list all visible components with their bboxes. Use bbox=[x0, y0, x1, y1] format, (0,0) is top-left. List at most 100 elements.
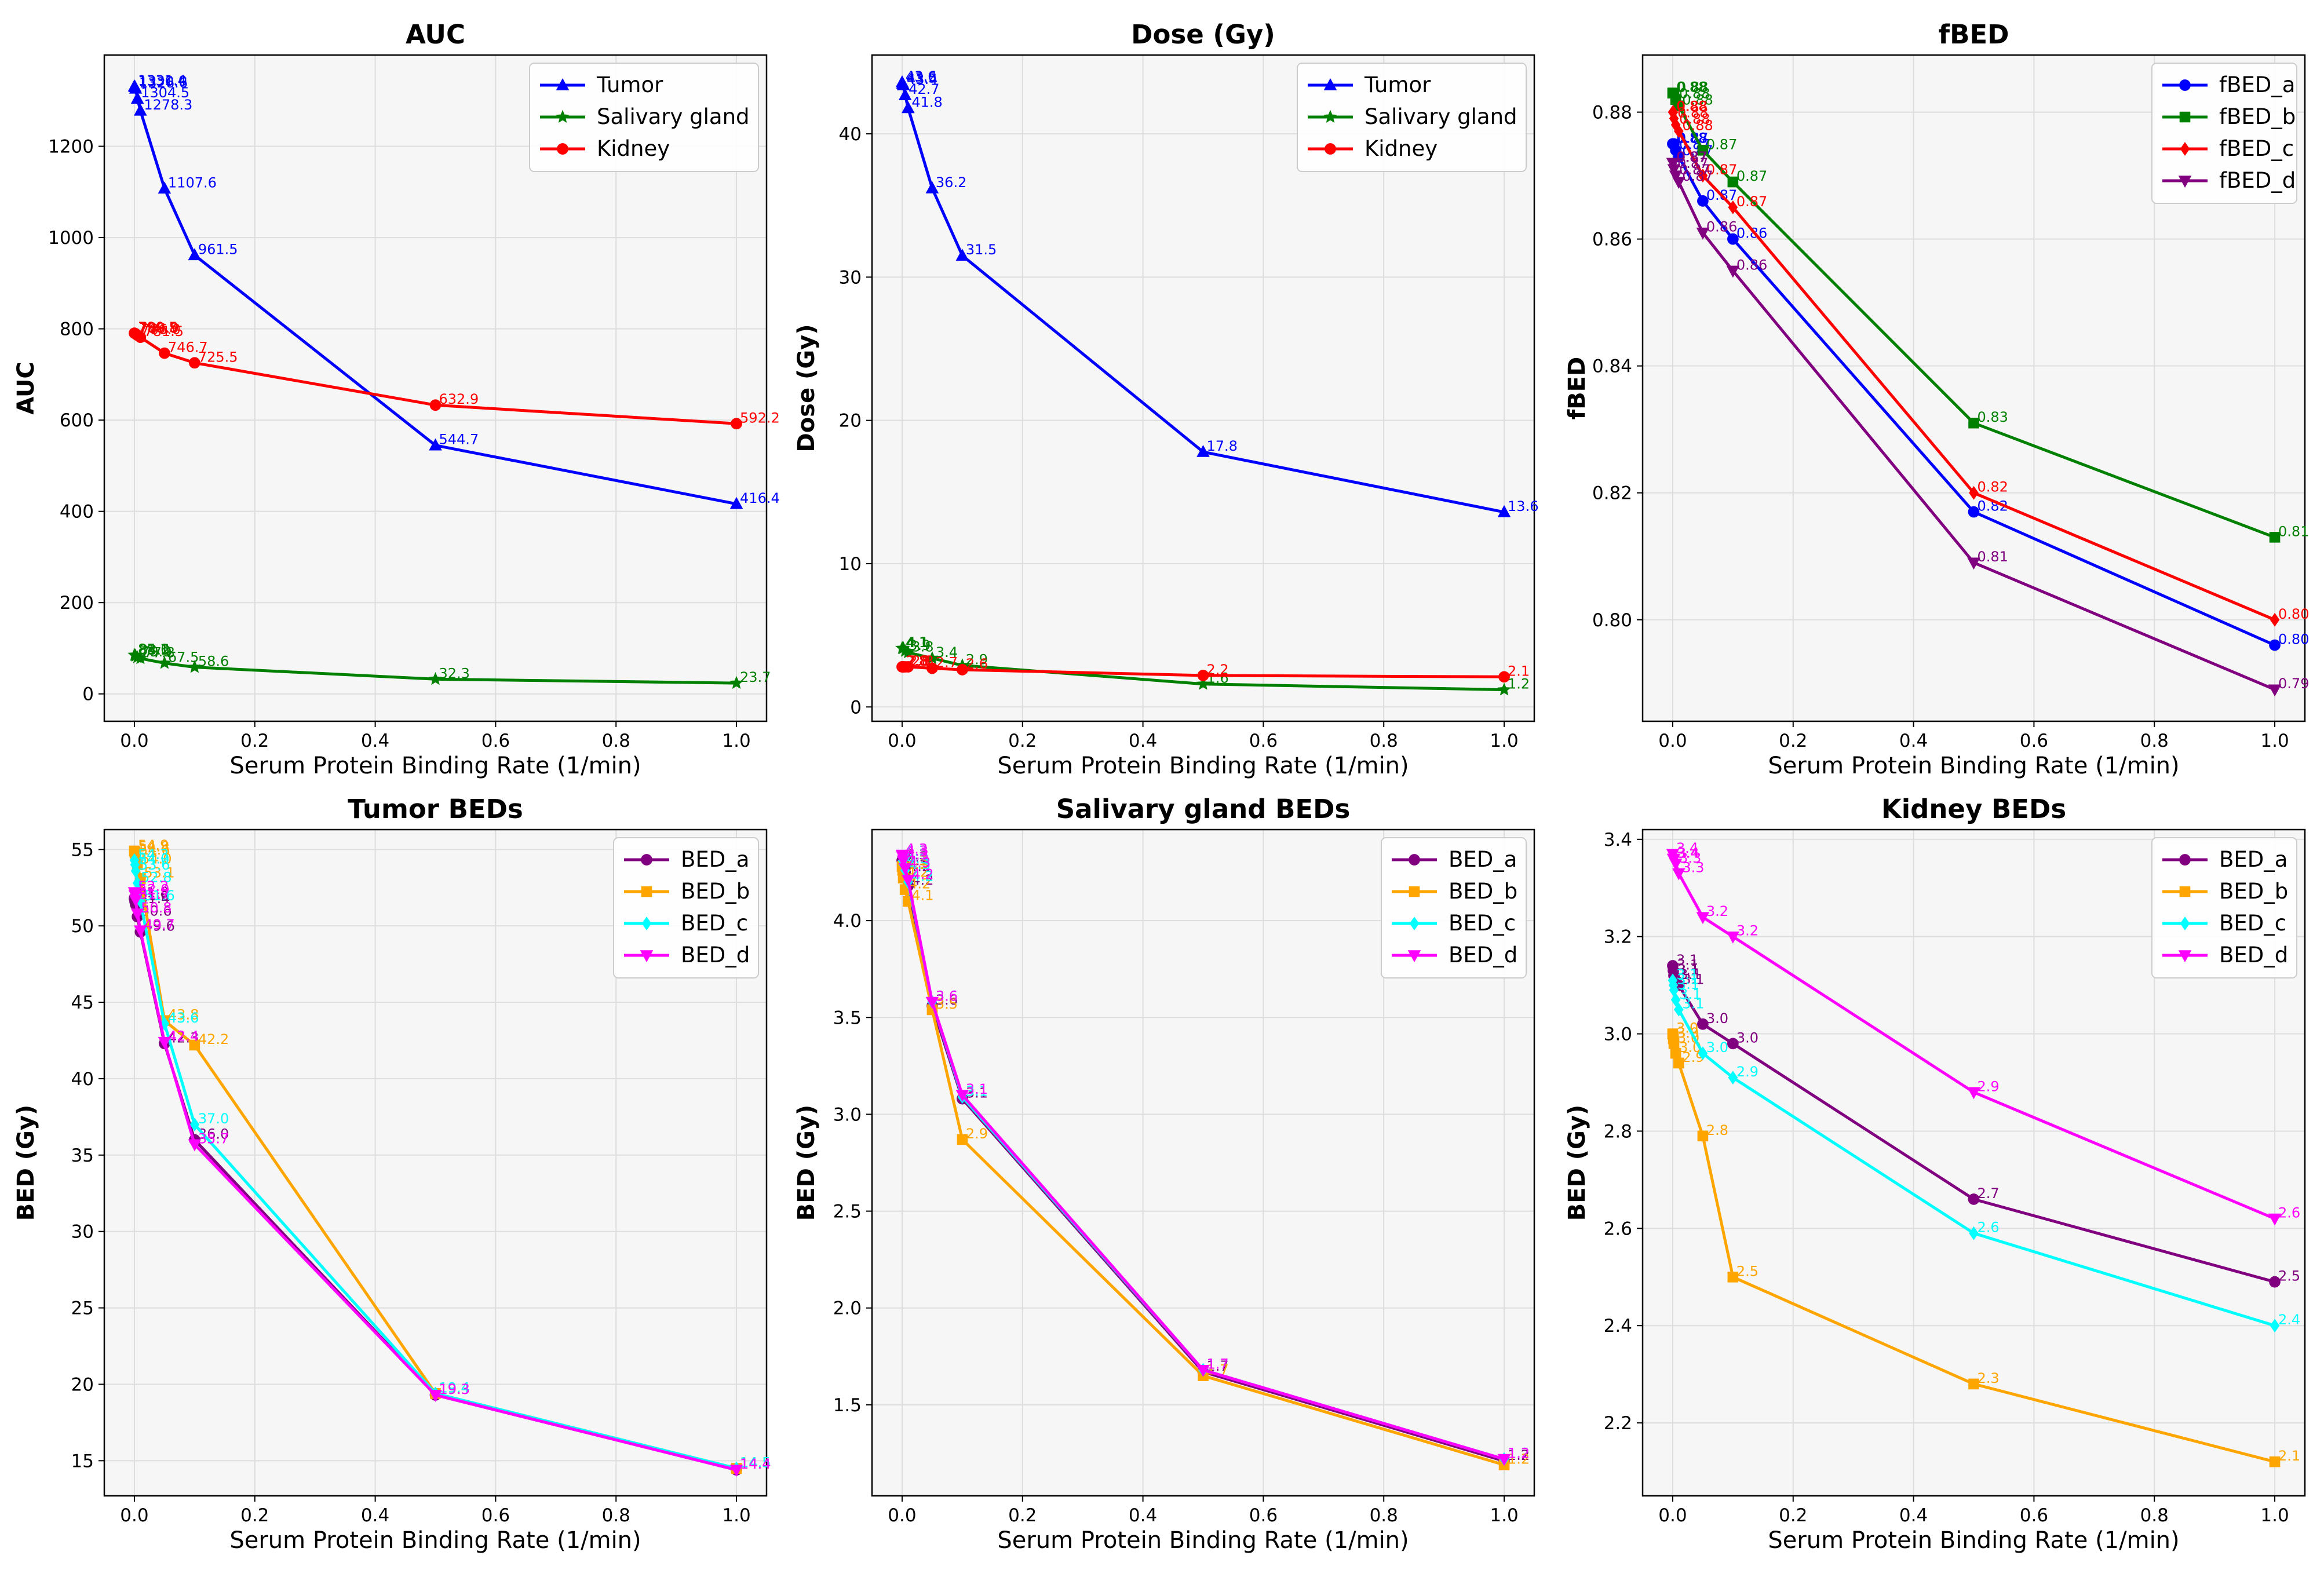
data-label: 4.3 bbox=[907, 853, 929, 869]
data-label: 3.5 bbox=[936, 996, 958, 1012]
x-tick-label: 0.2 bbox=[240, 731, 269, 751]
data-label: 4.3 bbox=[906, 843, 928, 859]
legend-marker bbox=[556, 109, 570, 123]
chart-title: Dose (Gy) bbox=[1131, 19, 1275, 50]
x-axis-label: Serum Protein Binding Rate (1/min) bbox=[1768, 753, 2179, 779]
legend-label: Salivary gland bbox=[597, 104, 750, 129]
x-tick-label: 0.6 bbox=[2020, 731, 2048, 751]
data-label: 3.1 bbox=[966, 1083, 988, 1099]
data-label: 43.6 bbox=[906, 68, 936, 85]
x-tick-label: 0.8 bbox=[1370, 731, 1398, 751]
legend-marker bbox=[1407, 950, 1421, 963]
legend-box bbox=[1381, 837, 1527, 978]
data-label: 790.5 bbox=[138, 319, 178, 335]
data-label: 0.88 bbox=[1677, 98, 1708, 115]
data-label: 2.4 bbox=[2278, 1312, 2300, 1328]
data-point bbox=[134, 925, 147, 938]
data-point bbox=[1669, 170, 1683, 183]
data-point bbox=[158, 1036, 172, 1049]
data-point bbox=[925, 996, 939, 1009]
y-tick-label: 45 bbox=[71, 992, 94, 1013]
data-point bbox=[729, 496, 743, 509]
x-axis-label: Serum Protein Binding Rate (1/min) bbox=[997, 753, 1409, 779]
data-label: 3.1 bbox=[1677, 956, 1699, 973]
x-tick-label: 0.0 bbox=[120, 1505, 148, 1526]
data-point bbox=[429, 438, 442, 451]
data-label: 4.3 bbox=[907, 846, 929, 863]
data-point bbox=[1674, 1002, 1684, 1017]
x-tick-label: 0.8 bbox=[2140, 731, 2169, 751]
data-label: 54.8 bbox=[138, 839, 169, 855]
data-point bbox=[188, 660, 202, 673]
data-label: 54.3 bbox=[138, 846, 169, 863]
data-label: 52.8 bbox=[141, 869, 172, 885]
y-tick-label: 0.86 bbox=[1592, 229, 1632, 250]
y-tick-label: 20 bbox=[71, 1374, 94, 1395]
legend-label: fBED_a bbox=[2219, 72, 2295, 97]
legend-marker bbox=[641, 917, 652, 930]
data-label: 1.2 bbox=[1508, 1447, 1530, 1463]
data-point bbox=[896, 855, 910, 868]
data-point bbox=[731, 418, 742, 430]
y-tick-label: 30 bbox=[839, 267, 862, 288]
data-label: 3.1 bbox=[1682, 972, 1704, 988]
data-point bbox=[189, 357, 200, 369]
legend-label: BED_d bbox=[2219, 943, 2288, 967]
data-label: 0.88 bbox=[1682, 92, 1713, 108]
legend-box bbox=[1297, 63, 1527, 172]
data-label: 4.3 bbox=[906, 841, 928, 857]
data-label: 43.8 bbox=[168, 1007, 199, 1023]
data-label: 2.8 bbox=[1706, 1122, 1728, 1138]
x-tick-label: 0.8 bbox=[602, 731, 630, 751]
data-label: 725.5 bbox=[198, 349, 238, 365]
legend-box bbox=[2151, 837, 2297, 978]
x-tick-label: 0.8 bbox=[2140, 1505, 2169, 1526]
data-label: 0.81 bbox=[2278, 523, 2309, 539]
y-axis-label: Dose (Gy) bbox=[793, 324, 820, 452]
legend-label: Kidney bbox=[1365, 136, 1438, 161]
data-point bbox=[1728, 200, 1738, 214]
data-point bbox=[729, 1465, 743, 1477]
data-label: 49.7 bbox=[144, 917, 174, 933]
data-label: 1.6 bbox=[1207, 670, 1229, 687]
y-tick-label: 3.0 bbox=[833, 1104, 862, 1125]
data-label: 77.8 bbox=[144, 644, 174, 660]
y-tick-label: 800 bbox=[60, 319, 94, 340]
x-tick-label: 0.6 bbox=[481, 731, 510, 751]
series-fbed-c: 0.880.880.880.880.880.870.870.820.80 bbox=[1668, 98, 2309, 627]
x-axis-label: Serum Protein Binding Rate (1/min) bbox=[229, 753, 641, 779]
y-tick-label: 0 bbox=[850, 697, 862, 718]
x-tick-label: 0.6 bbox=[481, 1505, 510, 1526]
data-point bbox=[1696, 227, 1710, 240]
series-bed-c: 54.354.053.652.8 51.6 43.6 37.0 19.4 14.5 bbox=[129, 846, 771, 1476]
data-label: 4.3 bbox=[909, 856, 931, 872]
legend-label: BED_b bbox=[2219, 879, 2288, 904]
data-point bbox=[1969, 485, 1979, 500]
data-label: 3.4 bbox=[1676, 840, 1698, 856]
data-label: 2.9 bbox=[966, 652, 988, 668]
data-label: 781.5 bbox=[144, 323, 184, 339]
data-label: 0.79 bbox=[2278, 676, 2309, 692]
y-tick-label: 10 bbox=[839, 554, 862, 575]
data-label: 2.5 bbox=[1736, 1263, 1758, 1279]
data-label: 0.86 bbox=[1736, 257, 1767, 273]
data-label: 0.87 bbox=[1677, 155, 1708, 171]
data-point bbox=[2269, 639, 2281, 651]
y-tick-label: 35 bbox=[71, 1145, 94, 1166]
series-salivary-gland: 4.14.14.13.93.8 3.4 2.91.6 1.2 bbox=[895, 634, 1530, 696]
data-point bbox=[1197, 670, 1209, 681]
axes-frame bbox=[871, 54, 1535, 722]
data-point bbox=[729, 676, 743, 689]
legend-marker bbox=[1323, 109, 1337, 123]
legend-label: BED_a bbox=[1449, 847, 1517, 872]
data-label: 42.4 bbox=[168, 1028, 199, 1045]
data-point bbox=[429, 399, 442, 411]
data-label: 37.0 bbox=[198, 1111, 229, 1127]
data-point bbox=[1672, 177, 1685, 189]
legend-label: BED_d bbox=[681, 943, 750, 967]
data-label: 3.6 bbox=[936, 988, 958, 1005]
legend-label: Tumor bbox=[596, 72, 663, 97]
data-point bbox=[2268, 684, 2282, 697]
data-point bbox=[1196, 445, 1210, 457]
